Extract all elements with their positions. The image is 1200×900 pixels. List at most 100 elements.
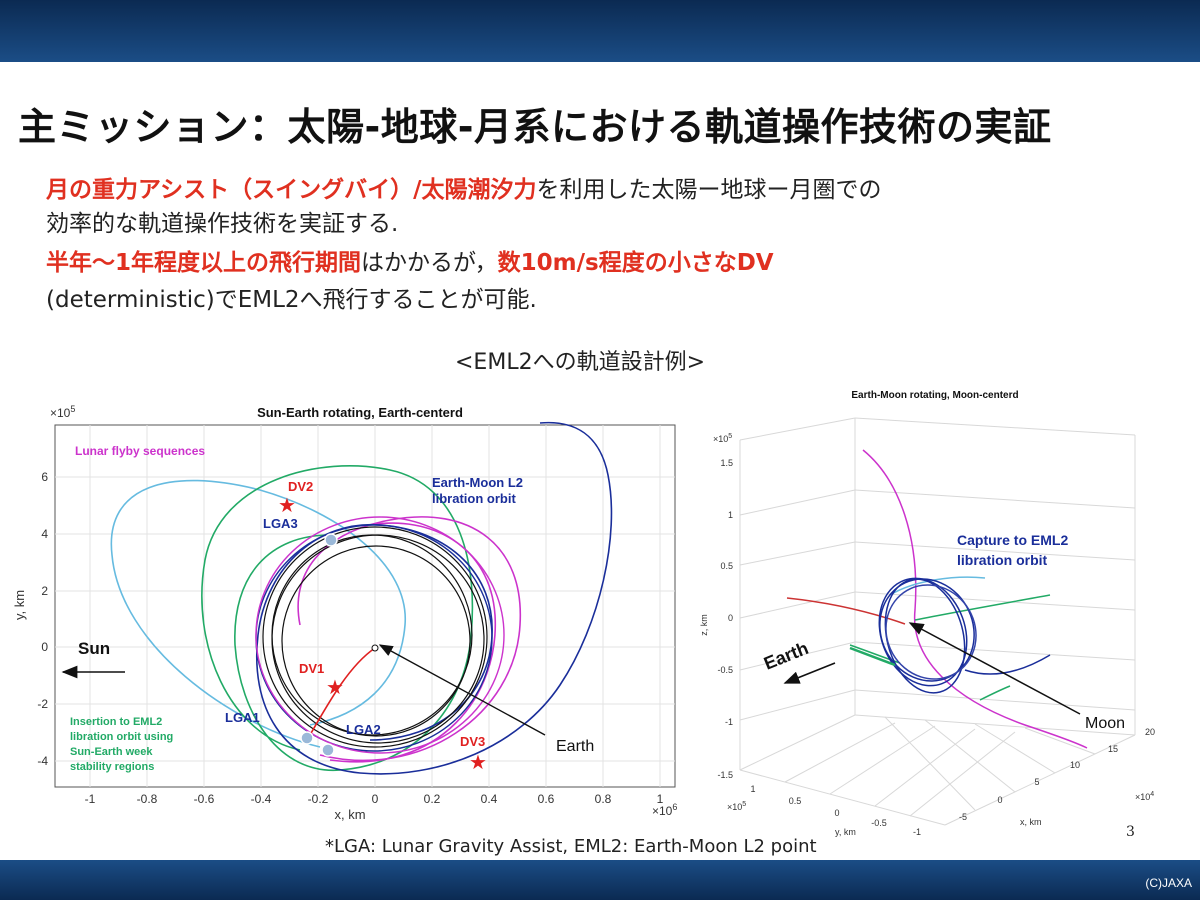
highlight-lunar-gravity-assist: 月の重力アシスト（スイングバイ）/太陽潮汐力 <box>46 177 537 203</box>
page-number: 3 <box>1126 824 1135 840</box>
x-tick-3d: 0 <box>997 795 1002 805</box>
dv3-star-icon: ★ <box>469 752 487 774</box>
trajectories-3d <box>786 449 1088 749</box>
x-tick-3d: 20 <box>1145 727 1155 737</box>
earth-label-3d: Earth <box>761 638 811 674</box>
y-tick: 6 <box>41 470 48 484</box>
dv2-label: DV2 <box>288 479 313 494</box>
dv3-label: DV3 <box>460 734 485 749</box>
z-tick: -1.5 <box>717 770 733 780</box>
x-axis-label-3d: x, km <box>1020 817 1042 827</box>
y-tick: -2 <box>37 697 48 711</box>
y-tick: 2 <box>41 584 48 598</box>
lga3-point <box>324 533 338 547</box>
eml2-orbit-ring <box>255 516 505 754</box>
plot-title: Sun-Earth rotating, Earth-centerd <box>257 405 463 420</box>
lga3-label: LGA3 <box>263 516 298 531</box>
eml2-capture-orbit <box>884 578 966 694</box>
highlight-small-dv: 数10m/s程度の小さなDV <box>497 250 774 276</box>
eml2-libration-path-blue <box>256 421 613 775</box>
copyright-text: (C)JAXA <box>1145 876 1192 890</box>
design-example-heading: <EML2への軌道設計例> <box>455 350 706 375</box>
footnote: *LGA: Lunar Gravity Assist, EML2: Earth-… <box>325 836 817 857</box>
lga2-point <box>321 743 335 757</box>
y-axis-label: y, km <box>12 590 27 620</box>
sun-earth-trajectory-plot: -1 -0.8 -0.6 -0.4 -0.2 0 0.2 0.4 0.6 0.8… <box>12 404 677 822</box>
insertion-label-2: libration orbit using <box>70 731 173 743</box>
z-exponent: ×105 <box>713 433 732 444</box>
lga1-point <box>300 731 314 745</box>
insertion-label-4: stability regions <box>70 761 154 773</box>
x-tick: -0.6 <box>194 792 215 806</box>
eml2-capture-orbit <box>885 584 977 680</box>
eml2-orbit-label-2: libration orbit <box>432 491 516 506</box>
earth-point <box>371 644 379 652</box>
x-tick: -1 <box>85 792 96 806</box>
x-tick: 0 <box>372 792 379 806</box>
magenta-path-3d <box>862 449 1088 749</box>
earth-label: Earth <box>556 738 594 755</box>
bottom-banner <box>0 860 1200 900</box>
y-tick: 4 <box>41 527 48 541</box>
cyan-path-3d <box>889 576 986 596</box>
z-tick: -0.5 <box>717 665 733 675</box>
z-axis-label: z, km <box>699 614 709 636</box>
capture-label-2: libration orbit <box>957 552 1048 568</box>
x-tick: 0.6 <box>538 792 555 806</box>
eml2-capture-orbit <box>879 578 975 682</box>
paragraph-line-1: 月の重力アシスト（スイングバイ）/太陽潮汐力を利用した太陽ー地球ー月圏での <box>46 170 881 204</box>
y-tick-3d: 1 <box>750 784 755 794</box>
moon-label: Moon <box>1085 715 1125 732</box>
x-tick: 0.8 <box>595 792 612 806</box>
x-tick: -0.2 <box>308 792 329 806</box>
dv1-star-icon: ★ <box>326 677 344 699</box>
slide-title: 主ミッション：太陽-地球-月系における軌道操作技術の実証 <box>18 105 1052 149</box>
lga2-label: LGA2 <box>346 722 381 737</box>
trajectories <box>110 421 613 775</box>
green-direction-arrow-icon <box>849 646 896 667</box>
y-tick-3d: -0.5 <box>871 818 887 828</box>
z-tick: 0.5 <box>720 561 733 571</box>
y-exponent: ×105 <box>50 404 75 420</box>
x-axis-label: x, km <box>334 807 365 822</box>
y-tick: 0 <box>41 640 48 654</box>
insertion-path-green <box>201 465 474 771</box>
eml2-orbit-ring <box>262 526 488 748</box>
x-tick: 0.4 <box>481 792 498 806</box>
departure-path-red <box>309 647 376 736</box>
paragraph-line-4: (deterministic)でEML2へ飛行することが可能. <box>46 287 537 313</box>
dv1-label: DV1 <box>299 661 324 676</box>
lga1-label: LGA1 <box>225 710 260 725</box>
x-tick: 0.2 <box>424 792 441 806</box>
paragraph-line-3-mid: はかかるが， <box>361 250 498 276</box>
insertion-label-3: Sun-Earth week <box>70 746 153 758</box>
moon-pointer-arrow-icon <box>908 622 1081 715</box>
x-exponent-3d: ×104 <box>1135 791 1154 802</box>
eml2-orbit-ring <box>271 534 473 736</box>
green-path-3d <box>914 594 1051 621</box>
x-tick-3d: 5 <box>1034 777 1039 787</box>
y-tick: -4 <box>37 754 48 768</box>
y-tick-3d: -1 <box>913 827 921 837</box>
insertion-label-1: Insertion to EML2 <box>70 716 162 728</box>
earth-pointer-arrow-icon <box>378 644 546 736</box>
z-tick: 0 <box>728 613 733 623</box>
x-tick-3d: 15 <box>1108 744 1118 754</box>
plot-title-3d: Earth-Moon rotating, Moon-centerd <box>851 390 1018 401</box>
y-exponent-3d: ×105 <box>727 801 746 812</box>
top-banner <box>0 0 1200 62</box>
z-tick: -1 <box>725 717 733 727</box>
paragraph-line-2: 効率的な軌道操作技術を実証する. <box>46 211 399 237</box>
eml2-orbit-ring <box>281 545 471 737</box>
z-tick: 1.5 <box>720 458 733 468</box>
dv2-star-icon: ★ <box>278 495 296 517</box>
3d-box-grid <box>739 417 1136 826</box>
lunar-flyby-path-skyblue <box>110 479 406 748</box>
earth-direction-arrow-icon <box>783 662 836 684</box>
x-tick: 1 <box>657 792 664 806</box>
lunar-flyby-label: Lunar flyby sequences <box>75 444 205 458</box>
blue-tail-3d <box>964 654 1051 675</box>
x-tick: -0.8 <box>137 792 158 806</box>
y-tick-3d: 0 <box>834 808 839 818</box>
eml2-orbit-label-1: Earth-Moon L2 <box>432 475 523 490</box>
